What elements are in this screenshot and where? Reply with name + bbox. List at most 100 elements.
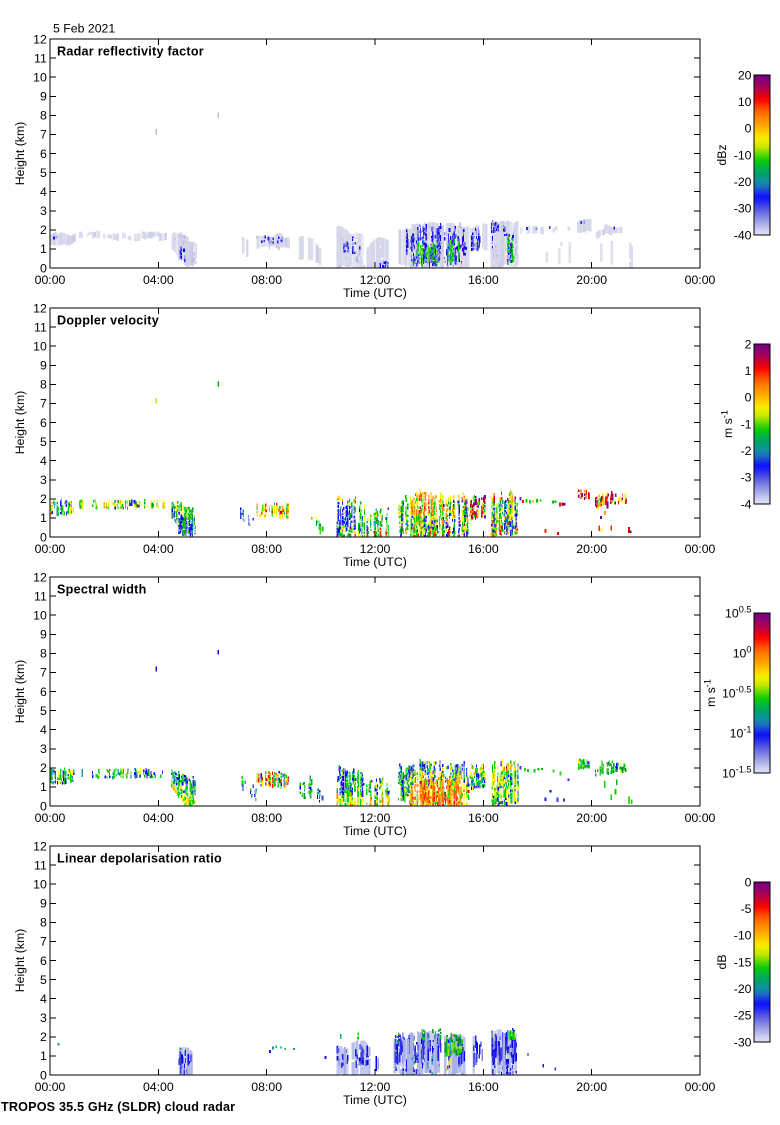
svg-text:2: 2: [40, 492, 47, 506]
svg-text:Time (UTC): Time (UTC): [343, 1093, 407, 1107]
svg-text:0: 0: [40, 799, 47, 813]
svg-text:6: 6: [40, 954, 47, 968]
svg-text:1: 1: [40, 1049, 47, 1063]
svg-text:6: 6: [40, 416, 47, 430]
svg-text:04:00: 04:00: [143, 542, 174, 556]
svg-text:Time (UTC): Time (UTC): [343, 824, 407, 838]
svg-text:1: 1: [745, 364, 752, 378]
svg-text:-25: -25: [734, 1009, 752, 1023]
svg-text:Height (km): Height (km): [13, 122, 27, 186]
svg-text:12: 12: [33, 839, 47, 853]
svg-text:TROPOS 35.5 GHz (SLDR) cloud r: TROPOS 35.5 GHz (SLDR) cloud radar: [1, 1100, 235, 1114]
svg-text:1: 1: [40, 780, 47, 794]
svg-text:Time (UTC): Time (UTC): [343, 286, 407, 300]
svg-text:4: 4: [40, 454, 47, 468]
svg-text:-10: -10: [734, 148, 752, 162]
svg-text:10: 10: [33, 339, 47, 353]
svg-text:3: 3: [40, 742, 47, 756]
svg-text:16:00: 16:00: [468, 1080, 499, 1094]
svg-text:-20: -20: [734, 175, 752, 189]
svg-text:5 Feb 2021: 5 Feb 2021: [53, 21, 115, 35]
svg-text:0: 0: [745, 122, 752, 136]
svg-text:5: 5: [40, 704, 47, 718]
svg-text:-3: -3: [741, 471, 752, 485]
svg-text:11: 11: [34, 51, 47, 65]
svg-text:Height (km): Height (km): [13, 929, 27, 993]
svg-text:16:00: 16:00: [468, 273, 499, 287]
svg-text:2: 2: [745, 337, 752, 351]
svg-text:8: 8: [40, 916, 47, 930]
svg-text:0: 0: [40, 530, 47, 544]
svg-text:Linear depolarisation ratio: Linear depolarisation ratio: [57, 852, 222, 866]
svg-text:Height (km): Height (km): [13, 391, 27, 455]
svg-text:00:00: 00:00: [685, 811, 716, 825]
svg-text:-4: -4: [741, 497, 752, 511]
svg-text:dBz: dBz: [715, 144, 729, 165]
svg-text:9: 9: [40, 90, 47, 104]
svg-text:Spectral width: Spectral width: [57, 583, 147, 597]
svg-text:12:00: 12:00: [360, 542, 391, 556]
svg-text:Height (km): Height (km): [13, 660, 27, 724]
svg-text:2: 2: [40, 1030, 47, 1044]
svg-text:11: 11: [34, 320, 47, 334]
svg-text:12:00: 12:00: [360, 273, 391, 287]
svg-text:10: 10: [33, 70, 47, 84]
svg-text:-30: -30: [734, 202, 752, 216]
svg-text:8: 8: [40, 109, 47, 123]
svg-text:1: 1: [40, 511, 47, 525]
svg-text:04:00: 04:00: [143, 273, 174, 287]
svg-text:3: 3: [40, 473, 47, 487]
svg-text:-2: -2: [741, 444, 752, 458]
svg-text:1: 1: [40, 242, 47, 256]
svg-text:00:00: 00:00: [35, 811, 66, 825]
svg-text:10: 10: [33, 877, 47, 891]
svg-text:12:00: 12:00: [360, 811, 391, 825]
svg-text:0: 0: [40, 1068, 47, 1082]
svg-text:00:00: 00:00: [35, 542, 66, 556]
svg-text:0: 0: [745, 391, 752, 405]
svg-text:20: 20: [738, 68, 752, 82]
svg-text:16:00: 16:00: [468, 811, 499, 825]
svg-text:Time (UTC): Time (UTC): [343, 555, 407, 569]
svg-text:08:00: 08:00: [251, 1080, 282, 1094]
svg-text:2: 2: [40, 761, 47, 775]
svg-text:12: 12: [33, 32, 47, 46]
svg-text:5: 5: [40, 435, 47, 449]
svg-text:00:00: 00:00: [35, 1080, 66, 1094]
svg-text:9: 9: [40, 359, 47, 373]
svg-text:10: 10: [33, 608, 47, 622]
svg-text:11: 11: [34, 858, 47, 872]
svg-text:-40: -40: [734, 228, 752, 242]
svg-text:-30: -30: [734, 1035, 752, 1049]
svg-text:00:00: 00:00: [685, 273, 716, 287]
svg-text:0: 0: [745, 875, 752, 889]
svg-text:-10: -10: [734, 929, 752, 943]
svg-text:04:00: 04:00: [143, 1080, 174, 1094]
svg-text:2: 2: [40, 223, 47, 237]
svg-text:dB: dB: [715, 954, 729, 969]
svg-text:Radar reflectivity factor: Radar reflectivity factor: [57, 45, 204, 59]
svg-text:08:00: 08:00: [251, 542, 282, 556]
svg-text:4: 4: [40, 185, 47, 199]
svg-text:20:00: 20:00: [576, 1080, 607, 1094]
svg-text:9: 9: [40, 897, 47, 911]
svg-text:00:00: 00:00: [35, 273, 66, 287]
svg-text:0: 0: [40, 261, 47, 275]
svg-text:4: 4: [40, 992, 47, 1006]
svg-text:00:00: 00:00: [685, 542, 716, 556]
svg-text:20:00: 20:00: [576, 542, 607, 556]
svg-text:04:00: 04:00: [143, 811, 174, 825]
svg-text:-1: -1: [741, 417, 752, 431]
svg-text:12: 12: [33, 301, 47, 315]
svg-text:12: 12: [33, 570, 47, 584]
svg-text:8: 8: [40, 647, 47, 661]
svg-text:-5: -5: [741, 902, 752, 916]
svg-text:-15: -15: [734, 955, 752, 969]
svg-text:7: 7: [40, 935, 47, 949]
svg-text:00:00: 00:00: [685, 1080, 716, 1094]
svg-text:Doppler velocity: Doppler velocity: [57, 314, 159, 328]
svg-text:-20: -20: [734, 982, 752, 996]
svg-text:11: 11: [34, 589, 47, 603]
svg-text:9: 9: [40, 628, 47, 642]
svg-text:3: 3: [40, 1011, 47, 1025]
